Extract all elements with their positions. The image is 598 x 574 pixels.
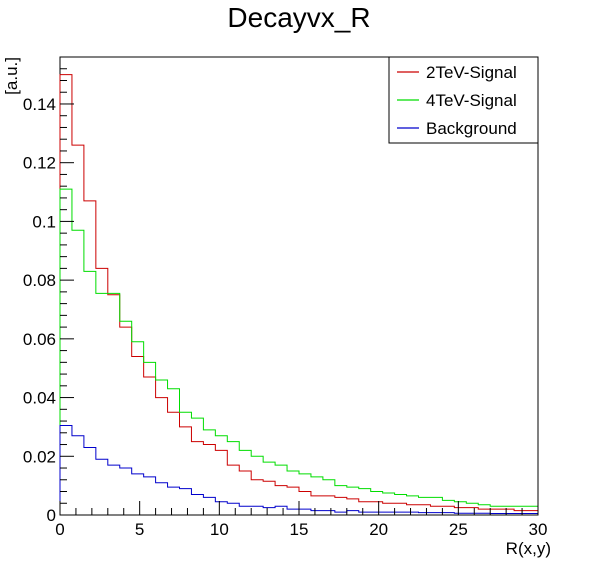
series-line-4tev-signal [59,188,538,515]
x-tick-label: 5 [135,520,144,539]
y-tick-label: 0.06 [23,330,56,349]
legend: 2TeV-Signal 4TeV-Signal Background [388,56,539,144]
x-tick-label: 10 [210,520,229,539]
legend-label-background: Background [426,119,517,138]
x-tick-label: 30 [529,520,548,539]
x-tick-label: 25 [449,520,468,539]
x-tick-label: 15 [290,520,309,539]
y-tick-label: 0.1 [32,212,56,231]
x-tick-label: 0 [55,520,64,539]
x-tick-label: 20 [369,520,388,539]
x-axis-label: R(x,y) [506,539,551,558]
legend-label-4tev-signal: 4TeV-Signal [426,91,517,110]
axes-layer: 0 5 10 15 20 25 30 0 0.02 0.04 0.06 0.08 0.1 0.12 0.14 [23,56,548,539]
y-tick-label: 0 [47,506,56,525]
y-tick-label: 0.14 [23,95,56,114]
chart-title: Decayvx_R [227,2,371,33]
series-line-background [59,424,538,515]
y-tick-label: 0.04 [23,389,56,408]
legend-label-2tev-signal: 2TeV-Signal [426,63,517,82]
y-axis-label: [a.u.] [2,57,21,95]
y-tick-label: 0.02 [23,447,56,466]
y-tick-label: 0.08 [23,271,56,290]
series-layer [59,74,538,515]
y-tick-label: 0.12 [23,154,56,173]
series-line-2tev-signal [59,74,538,515]
